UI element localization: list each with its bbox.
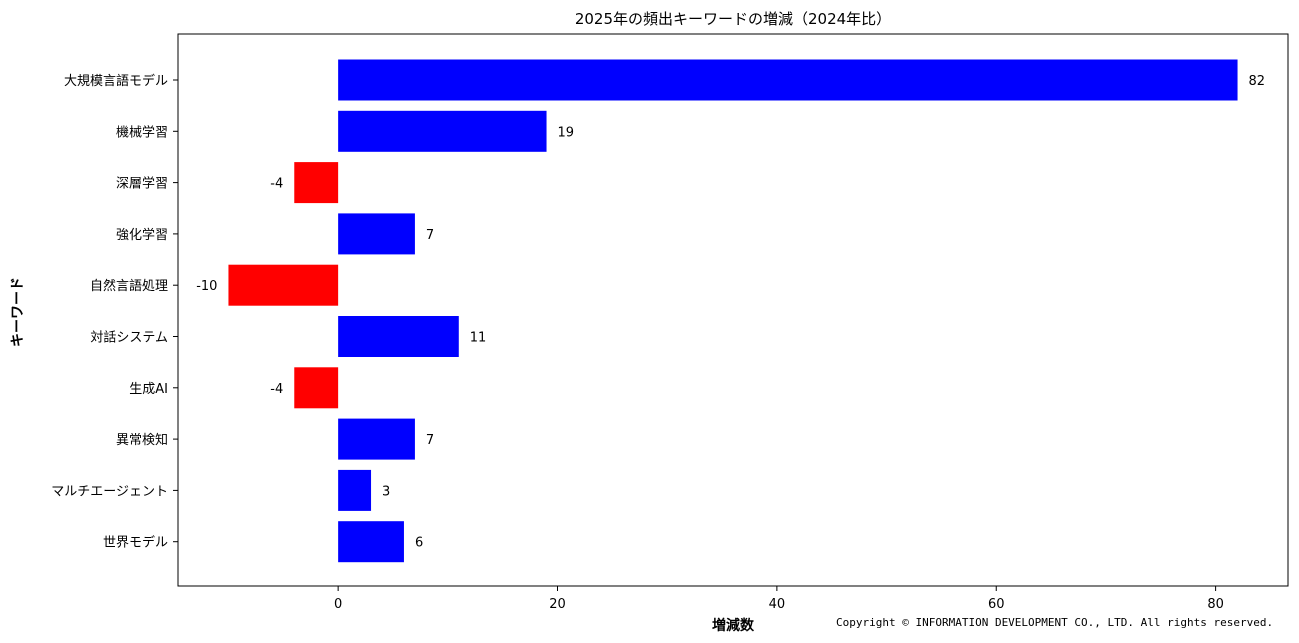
y-tick-label: 強化学習 [116, 227, 168, 243]
y-tick-label: 大規模言語モデル [64, 73, 168, 89]
x-tick-label: 80 [1207, 597, 1224, 612]
x-tick-label: 60 [988, 597, 1005, 612]
bar-series: 82 19 -4 7 -10 11 -4 7 3 6 [196, 59, 1266, 563]
plot-frame [177, 33, 1289, 587]
bar [294, 162, 339, 204]
copyright-notice: Copyright © INFORMATION DEVELOPMENT CO.,… [836, 616, 1274, 629]
bar [338, 521, 404, 563]
bar-value-label: -4 [270, 382, 283, 397]
bar [338, 316, 459, 357]
x-tick-label: 0 [334, 597, 342, 612]
y-axis-label: キーワード [10, 277, 26, 347]
x-axis-ticks: 0 20 40 60 80 [334, 586, 1224, 612]
bar [228, 264, 339, 306]
bar [338, 469, 372, 511]
bar-value-label: 19 [558, 125, 575, 140]
bar-value-label: -4 [270, 177, 283, 192]
bar-value-label: 82 [1249, 74, 1266, 89]
chart-title: 2025年の頻出キーワードの増減（2024年比） [575, 10, 891, 28]
bar [338, 59, 1238, 101]
bar-value-label: 3 [382, 484, 390, 499]
bar [294, 367, 339, 409]
y-tick-label: 異常検知 [116, 432, 168, 448]
y-tick-label: 機械学習 [116, 124, 168, 140]
y-tick-label: 深層学習 [116, 176, 168, 192]
bar-value-label: 6 [415, 536, 423, 551]
x-axis-label: 増減数 [712, 617, 755, 634]
bar [338, 418, 415, 460]
y-tick-label: 対話システム [90, 330, 168, 346]
y-tick-label: 世界モデル [103, 535, 168, 551]
x-tick-label: 40 [769, 597, 786, 612]
bar-value-label: -10 [196, 279, 217, 294]
bar [338, 110, 547, 152]
x-tick-label: 20 [549, 597, 566, 612]
bar-value-label: 7 [426, 228, 434, 243]
bar [338, 213, 415, 255]
y-tick-label: マルチエージェント [51, 484, 168, 499]
bar-value-label: 7 [426, 433, 434, 448]
y-tick-label: 自然言語処理 [90, 278, 168, 294]
y-tick-label: 生成AI [129, 382, 168, 397]
bar-value-label: 11 [470, 331, 487, 346]
